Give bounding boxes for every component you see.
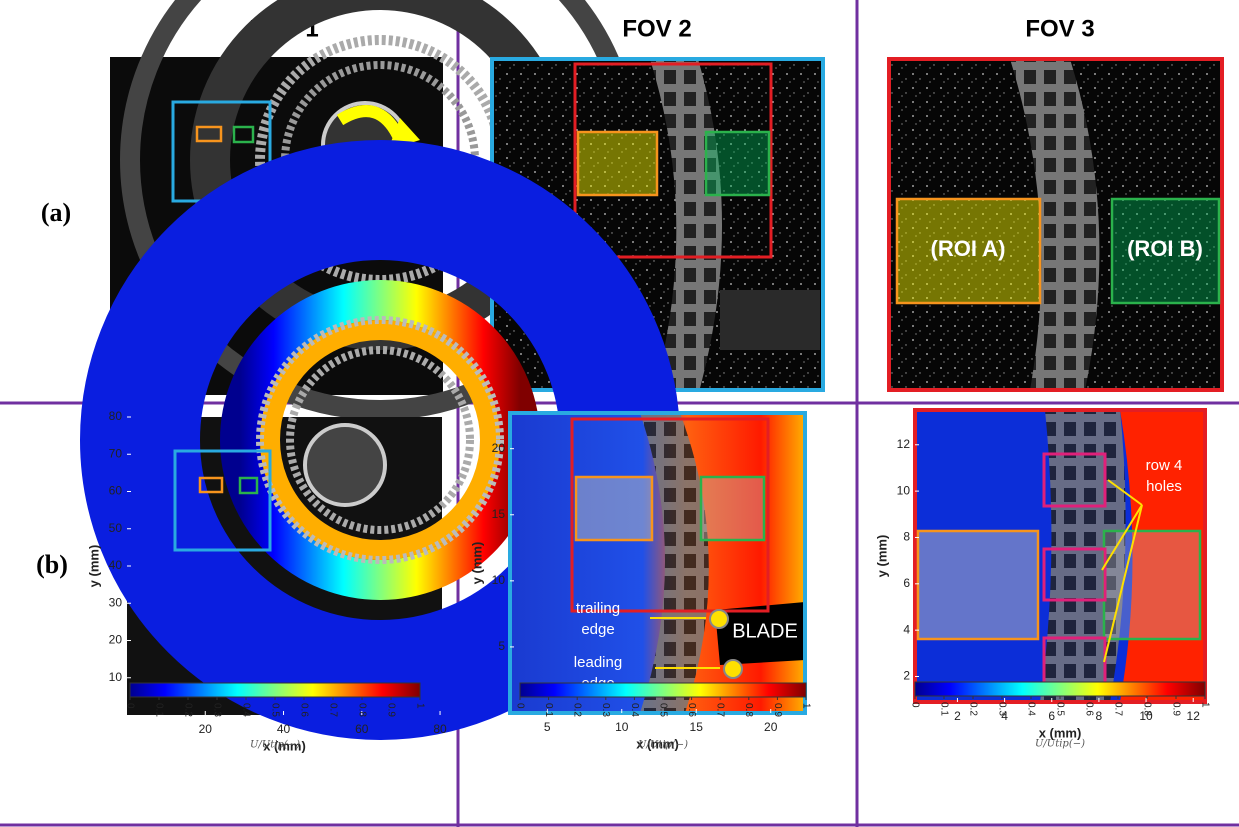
y-tick-label: 2 xyxy=(903,669,910,683)
y-tick-label: 10 xyxy=(492,573,506,587)
colorbar-tick-label: 0.4 xyxy=(629,703,640,717)
image-b3: row 4 holes xyxy=(913,408,1207,704)
colorbar-label: U/Utip(−) xyxy=(638,740,688,751)
y-tick-label: 20 xyxy=(492,441,506,455)
colorbar-tick-label: 0.5 xyxy=(657,703,668,717)
x-tick-label: 20 xyxy=(199,722,213,736)
y-tick-label: 40 xyxy=(109,558,123,572)
y-tick-label: 80 xyxy=(109,409,123,423)
y-tick-label: 20 xyxy=(109,633,123,647)
row-label: (b) xyxy=(36,550,68,579)
colorbar-tick-label: 1 xyxy=(800,703,811,709)
roi-label: (ROI B) xyxy=(1127,236,1203,261)
x-tick-label: 20 xyxy=(764,720,778,734)
colorbar-tick-label: 0.5 xyxy=(269,703,280,717)
x-tick-label: 60 xyxy=(355,722,369,736)
x-tick-label: 4 xyxy=(1001,709,1008,723)
x-tick-label: 10 xyxy=(615,720,629,734)
x-tick-label: 15 xyxy=(690,720,704,734)
y-tick-label: 10 xyxy=(897,483,911,497)
colorbar-tick-label: 0.1 xyxy=(153,703,164,717)
colorbar-tick-label: 0.6 xyxy=(1083,702,1094,716)
column-title: FOV 3 xyxy=(1025,15,1094,42)
y-tick-label: 50 xyxy=(109,521,123,535)
x-axis-label: x (mm) xyxy=(636,736,679,751)
annotation: holes xyxy=(1146,478,1182,495)
x-tick-label: 5 xyxy=(544,720,551,734)
colorbar-tick-label: 0.3 xyxy=(600,703,611,717)
annotation: trailing xyxy=(576,600,620,617)
colorbar xyxy=(129,682,421,698)
colorbar-tick-label: 0.9 xyxy=(1170,702,1181,716)
y-tick-label: 30 xyxy=(109,595,123,609)
annotation: leading xyxy=(574,654,622,671)
colorbar-tick-label: 0.5 xyxy=(1054,702,1065,716)
colorbar-tick-label: 0 xyxy=(909,702,920,708)
colorbar-tick-label: 0 xyxy=(514,703,525,709)
y-tick-label: 70 xyxy=(109,446,123,460)
y-tick-label: 8 xyxy=(903,530,910,544)
colorbar-tick-label: 1 xyxy=(1199,702,1210,708)
colorbar-tick-label: 0.8 xyxy=(356,703,367,717)
y-tick-label: 5 xyxy=(498,639,505,653)
colorbar-tick-label: 0.1 xyxy=(938,702,949,716)
colorbar-tick-label: 0.9 xyxy=(772,703,783,717)
colorbar-tick-label: 0.8 xyxy=(743,703,754,717)
x-tick-label: 40 xyxy=(277,722,291,736)
colorbar-tick-label: 0.7 xyxy=(327,703,338,717)
x-axis-label: x (mm) xyxy=(1039,725,1082,740)
annotation: BLADE xyxy=(732,620,798,642)
colorbar-tick-label: 0.9 xyxy=(385,703,396,717)
annotation: edge xyxy=(581,621,614,638)
y-tick-label: 60 xyxy=(109,484,123,498)
colorbar-tick-label: 0.1 xyxy=(543,703,554,717)
x-tick-label: 6 xyxy=(1048,709,1055,723)
y-axis-label: y (mm) xyxy=(469,542,484,585)
annotation: row 4 xyxy=(1146,457,1183,474)
y-tick-label: 4 xyxy=(903,622,910,636)
colorbar-tick-label: 1 xyxy=(414,703,425,709)
colorbar-label: U/Utip(−) xyxy=(250,740,300,751)
colorbar-tick-label: 0.6 xyxy=(298,703,309,717)
x-tick-label: 80 xyxy=(433,722,447,736)
colorbar-tick-label: 0.3 xyxy=(996,702,1007,716)
colorbar-tick-label: 0.2 xyxy=(572,703,583,717)
roi-label: (ROI A) xyxy=(931,236,1006,261)
image-a3: (ROI A) (ROI B) xyxy=(887,57,1224,392)
y-tick-label: 6 xyxy=(903,576,910,590)
colorbar-tick-label: 0.7 xyxy=(715,703,726,717)
colorbar-tick-label: 0 xyxy=(124,703,135,709)
colorbar-tick-label: 0.7 xyxy=(1112,702,1123,716)
x-axis-label: x (mm) xyxy=(263,738,306,753)
colorbar-tick-label: 0.8 xyxy=(1141,702,1152,716)
x-tick-label: 2 xyxy=(954,709,961,723)
colorbar-tick-label: 0.2 xyxy=(967,702,978,716)
colorbar-tick-label: 0.3 xyxy=(211,703,222,717)
column-title: FOV 2 xyxy=(622,15,691,42)
y-axis-label: y (mm) xyxy=(874,535,889,578)
colorbar xyxy=(519,682,807,698)
colorbar-tick-label: 0.4 xyxy=(240,703,251,717)
row-label: (a) xyxy=(41,198,71,227)
x-tick-label: 10 xyxy=(1139,709,1153,723)
x-tick-label: 12 xyxy=(1187,709,1201,723)
colorbar-label: U/Utip(−) xyxy=(1035,739,1085,750)
y-tick-label: 15 xyxy=(492,507,506,521)
image-b2: trailing edge leading edge BLADE xyxy=(508,411,807,715)
colorbar-tick-label: 0.2 xyxy=(182,703,193,717)
colorbar-tick-label: 0.6 xyxy=(686,703,697,717)
x-tick-label: 8 xyxy=(1096,709,1103,723)
y-axis-label: y (mm) xyxy=(86,545,101,588)
colorbar-tick-label: 0.4 xyxy=(1025,702,1036,716)
colorbar xyxy=(914,681,1206,697)
y-tick-label: 12 xyxy=(897,437,911,451)
y-tick-label: 10 xyxy=(109,670,123,684)
